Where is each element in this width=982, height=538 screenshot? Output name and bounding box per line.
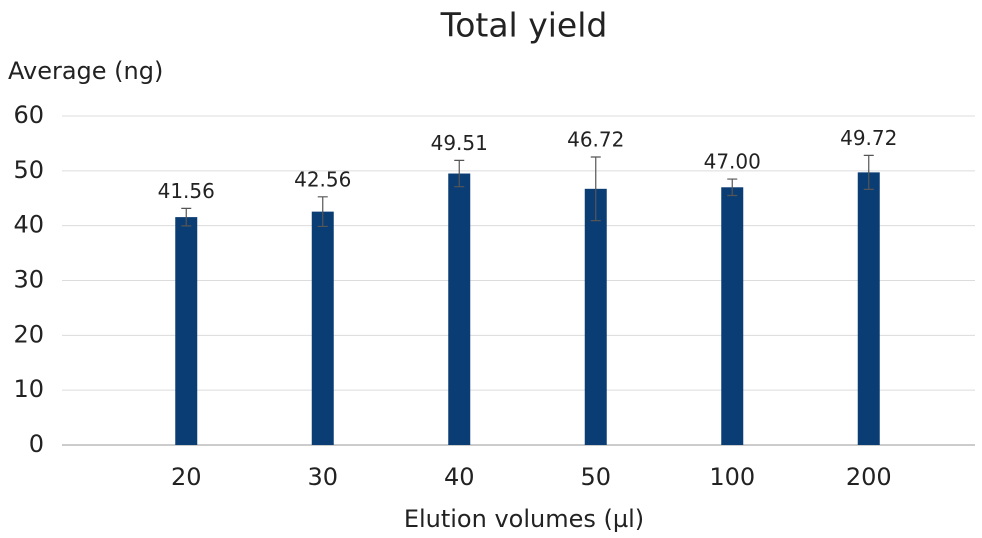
x-tick-label: 40 [444,463,475,491]
error-bar [181,207,192,227]
error-bar [317,196,328,228]
chart-title: Total yield [440,6,608,45]
error-bar [863,154,874,190]
value-label: 49.51 [431,131,488,155]
y-tick-label: 60 [13,101,44,129]
bar [721,187,744,446]
value-label: 47.00 [704,150,761,174]
x-axis-label: Elution volumes (µl) [404,505,644,533]
value-label: 49.72 [840,126,897,150]
bar [857,172,880,446]
bar [175,217,198,445]
error-bar [590,156,601,222]
error-bar [727,178,738,197]
bar [448,173,471,445]
value-label: 41.56 [158,179,215,203]
bar [311,211,334,445]
y-tick-label: 30 [13,266,44,294]
x-tick-label: 50 [580,463,611,491]
x-tick-label: 30 [307,463,338,491]
y-tick-label: 0 [29,430,44,458]
y-tick-label: 20 [13,320,44,348]
y-tick-label: 50 [13,156,44,184]
y-tick-label: 40 [13,211,44,239]
y-axis-label: Average (ng) [8,57,163,85]
y-tick-label: 10 [13,375,44,403]
x-tick-label: 20 [171,463,202,491]
bar [584,188,607,445]
x-tick-label: 100 [709,463,755,491]
value-label: 42.56 [294,167,351,191]
value-label: 46.72 [567,128,624,152]
x-tick-label: 200 [846,463,892,491]
error-bar [454,159,465,188]
